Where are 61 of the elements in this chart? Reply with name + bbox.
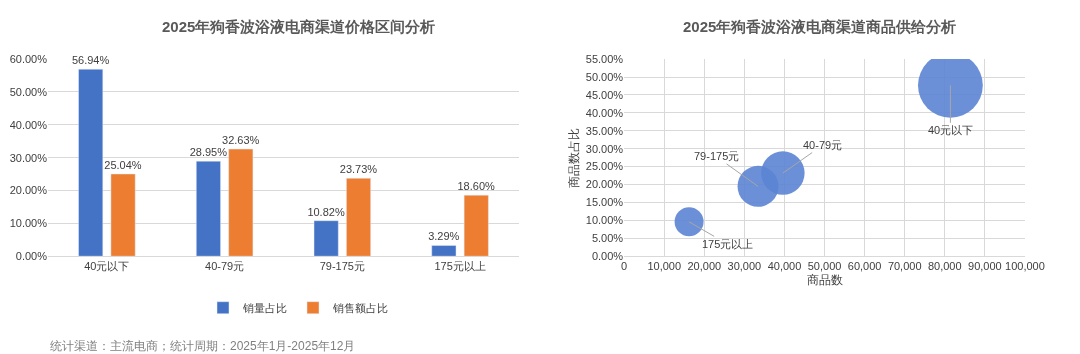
y-tick-label: 15.00% bbox=[585, 196, 624, 209]
x-tick-label: 40-79元 bbox=[205, 260, 245, 273]
bar bbox=[196, 160, 221, 257]
legend-label: 销量占比 bbox=[242, 301, 287, 314]
y-tick-label: 35.00% bbox=[585, 124, 624, 137]
y-tick-label: 10.00% bbox=[9, 217, 48, 230]
data-label: 56.94% bbox=[71, 54, 110, 67]
annotation: 40-79元 bbox=[803, 139, 843, 151]
bar bbox=[431, 245, 457, 257]
y-tick-label: 40.00% bbox=[585, 106, 624, 119]
y-tick-label: 20.00% bbox=[585, 178, 624, 191]
annotation: 79-175元 bbox=[694, 150, 740, 162]
data-label: 18.60% bbox=[457, 180, 496, 193]
data-label: 25.04% bbox=[104, 158, 142, 171]
y-tick-label: 10.00% bbox=[585, 214, 624, 227]
x-tick-label: 70,000 bbox=[887, 260, 922, 273]
bar bbox=[110, 173, 136, 257]
annotation: 40元以下 bbox=[928, 124, 974, 136]
x-tick-label: 100,000 bbox=[1005, 260, 1045, 273]
x-tick-label: 79-175元 bbox=[319, 260, 365, 273]
y-tick-label: 20.00% bbox=[9, 184, 48, 197]
y-tick-label: 55.00% bbox=[585, 52, 624, 65]
chart-title: 2025年狗香波浴液电商渠道价格区间分析 bbox=[162, 18, 436, 35]
y-tick-label: 40.00% bbox=[9, 118, 48, 131]
data-label: 28.95% bbox=[189, 146, 228, 159]
x-tick-label: 60,000 bbox=[847, 260, 882, 273]
y-tick-label: 50.00% bbox=[9, 85, 48, 98]
legend-label: 销售额占比 bbox=[332, 301, 388, 314]
x-tick-label: 175元以上 bbox=[434, 260, 486, 273]
y-tick-label: 60.00% bbox=[9, 52, 48, 65]
chart-title: 2025年狗香波浴液电商渠道商品供给分析 bbox=[683, 18, 957, 35]
x-tick-label: 50,000 bbox=[807, 260, 842, 273]
x-tick-label: 80,000 bbox=[927, 260, 962, 273]
data-label: 10.82% bbox=[307, 205, 345, 218]
data-label: 3.29% bbox=[428, 230, 460, 243]
y-tick-label: 0.00% bbox=[591, 250, 624, 263]
x-tick-label: 40,000 bbox=[767, 260, 802, 273]
x-tick-label: 0 bbox=[621, 260, 628, 273]
x-tick-label: 40元以下 bbox=[84, 260, 130, 273]
y-tick-label: 30.00% bbox=[9, 151, 48, 164]
x-tick-label: 30,000 bbox=[727, 260, 762, 273]
bar bbox=[463, 194, 489, 257]
y-tick-label: 5.00% bbox=[591, 232, 624, 245]
x-tick-label: 10,000 bbox=[647, 260, 682, 273]
bar bbox=[346, 178, 371, 257]
y-tick-label: 50.00% bbox=[585, 70, 624, 83]
data-label: 23.73% bbox=[339, 163, 378, 176]
annotation: 175元以上 bbox=[702, 238, 754, 250]
y-tick-label: 25.00% bbox=[585, 160, 624, 173]
x-axis-title: 商品数 bbox=[806, 273, 843, 288]
x-tick-label: 90,000 bbox=[968, 260, 1002, 273]
bar bbox=[313, 220, 339, 257]
y-tick-label: 30.00% bbox=[585, 142, 624, 155]
y-tick-label: 45.00% bbox=[585, 88, 624, 101]
x-tick-label: 20,000 bbox=[687, 260, 722, 273]
bar bbox=[78, 68, 104, 257]
bar bbox=[228, 148, 254, 257]
data-label: 32.63% bbox=[222, 134, 260, 147]
y-tick-label: 0.00% bbox=[15, 250, 48, 263]
text: 统计渠道：主流电商；统计周期：2025年1月-2025年12月 bbox=[50, 339, 356, 353]
y-axis-title: 商品数占比 bbox=[567, 127, 582, 188]
